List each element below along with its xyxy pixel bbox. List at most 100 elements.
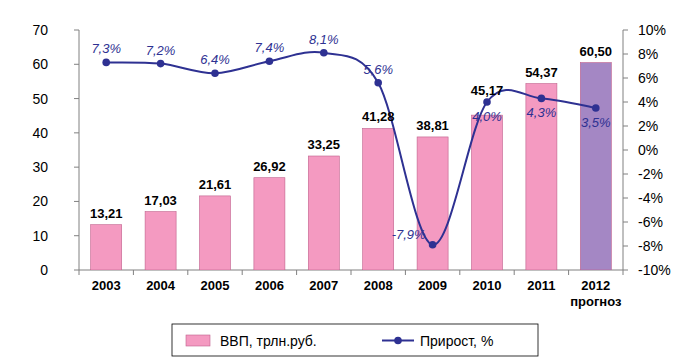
- bar: [308, 156, 339, 270]
- bar: [199, 196, 230, 270]
- y-tick-label: 10: [32, 228, 48, 244]
- x-tick: [133, 270, 134, 275]
- x-tick: [79, 270, 80, 275]
- legend-frame: [172, 324, 538, 356]
- x-tick-label-line: 2008: [364, 278, 393, 293]
- bar: [145, 212, 176, 270]
- x-tick-label-line: 2006: [255, 278, 284, 293]
- x-tick-label-line: 2003: [92, 278, 121, 293]
- line-label: 8,1%: [309, 32, 339, 47]
- y-tick-label: 40: [32, 125, 48, 141]
- x-tick: [568, 270, 569, 275]
- y-tick: [74, 270, 79, 271]
- y2-tick-label: 4%: [638, 94, 658, 110]
- y2-tick: [623, 198, 628, 199]
- y2-tick-label: 10%: [638, 22, 666, 38]
- bar-label: 45,17: [471, 83, 504, 98]
- y-tick: [74, 167, 79, 168]
- x-tick-label-line: 2004: [146, 278, 176, 293]
- legend-marker: [394, 337, 402, 345]
- y-tick-label: 70: [32, 22, 48, 38]
- x-tick-label: 2004: [146, 278, 176, 293]
- x-tick-label: 2003: [92, 278, 121, 293]
- y2-tick: [623, 174, 628, 175]
- x-tick: [459, 270, 460, 275]
- y2-tick: [623, 246, 628, 247]
- data-labels: 13,2117,0321,6126,9233,2541,2838,8145,17…: [90, 32, 612, 242]
- y-tick-label: 20: [32, 193, 48, 209]
- bar-label: 21,61: [199, 177, 232, 192]
- bar: [526, 84, 557, 270]
- x-tick: [623, 270, 624, 275]
- y2-tick: [623, 270, 628, 271]
- y2-tick: [623, 150, 628, 151]
- line-label: 7,4%: [255, 40, 285, 55]
- y-tick-label: 30: [32, 159, 48, 175]
- bar-label: 41,28: [362, 109, 395, 124]
- x-tick-label-line: 2011: [527, 278, 555, 293]
- x-tick-label-line: 2010: [473, 278, 502, 293]
- y2-tick-label: 6%: [638, 70, 658, 86]
- x-tick-label: 2012прогноз: [570, 278, 622, 309]
- bar: [580, 63, 611, 270]
- x-tick: [296, 270, 297, 275]
- legend-swatch: [186, 335, 210, 346]
- x-tick: [514, 270, 515, 275]
- y2-tick-label: -6%: [638, 214, 663, 230]
- line-marker: [157, 60, 165, 68]
- bar: [91, 225, 122, 270]
- x-tick: [405, 270, 406, 275]
- y2-tick-label: 0%: [638, 142, 658, 158]
- x-tick-label: 2011: [527, 278, 555, 293]
- line-label: 4,3%: [527, 105, 557, 120]
- line-marker: [592, 104, 600, 112]
- bar: [471, 115, 502, 270]
- bar: [363, 128, 394, 270]
- x-tick-label: 2008: [364, 278, 393, 293]
- line-label: 7,2%: [146, 43, 176, 58]
- line-marker: [211, 69, 219, 77]
- bar-label: 54,37: [525, 65, 558, 80]
- line-marker: [429, 241, 437, 249]
- x-tick-label: 2005: [201, 278, 230, 293]
- legend-label: ВВП, трлн.руб.: [220, 333, 317, 349]
- bar-label: 38,81: [416, 118, 449, 133]
- y2-tick: [623, 126, 628, 127]
- y2-tick-label: -2%: [638, 166, 663, 182]
- x-tick: [187, 270, 188, 275]
- legend: ВВП, трлн.руб. Прирост, %: [172, 324, 538, 356]
- y-tick: [74, 132, 79, 133]
- y2-tick: [623, 54, 628, 55]
- growth-line: [106, 52, 596, 245]
- x-tick-label-line: 2005: [201, 278, 230, 293]
- line-label: -7,9%: [392, 227, 426, 242]
- y-tick: [74, 98, 79, 99]
- y2-tick: [623, 30, 628, 31]
- bar: [254, 178, 285, 270]
- line-label: 5,6%: [363, 62, 393, 77]
- bar-label: 33,25: [308, 137, 341, 152]
- y-axis-line: [79, 30, 80, 270]
- y-tick-label: 60: [32, 56, 48, 72]
- y-tick: [74, 235, 79, 236]
- line-marker: [483, 98, 491, 106]
- chart: 010203040506070-10%-8%-6%-4%-2%0%2%4%6%8…: [0, 0, 700, 362]
- line-label: 3,5%: [581, 115, 611, 130]
- line-marker: [320, 49, 328, 57]
- line-marker: [374, 79, 382, 87]
- bar-label: 60,50: [580, 44, 613, 59]
- line-marker: [538, 95, 546, 103]
- y2-tick-label: -4%: [638, 190, 663, 206]
- x-tick: [242, 270, 243, 275]
- y-tick: [74, 64, 79, 65]
- y-tick: [74, 30, 79, 31]
- line-label: 4,0%: [472, 109, 502, 124]
- x-tick: [351, 270, 352, 275]
- plot-area: [91, 49, 612, 270]
- y2-tick: [623, 102, 628, 103]
- bar-label: 13,21: [90, 206, 123, 221]
- y2-tick-label: -10%: [638, 262, 671, 278]
- legend-label: Прирост, %: [420, 333, 493, 349]
- line-marker: [266, 57, 274, 65]
- y-tick: [74, 201, 79, 202]
